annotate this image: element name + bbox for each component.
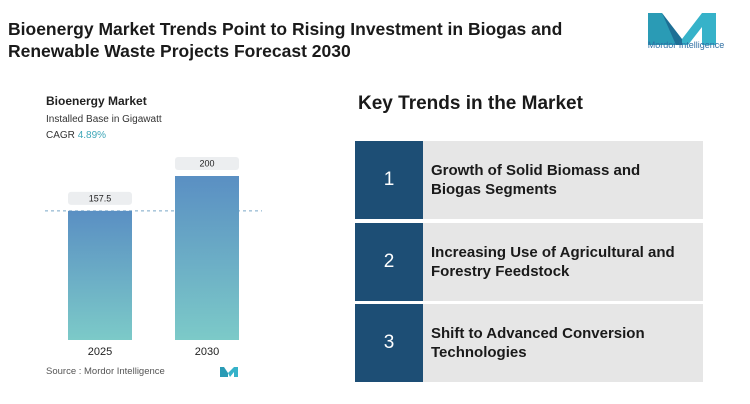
bar: [175, 176, 239, 340]
page-title: Bioenergy Market Trends Point to Rising …: [8, 19, 563, 61]
trend-row: 2 Increasing Use of Agricultural and Fore…: [355, 223, 703, 301]
trend-text: Increasing Use of Agricultural and Fores…: [423, 223, 703, 301]
trend-row: 3 Shift to Advanced Conversion Technologi…: [355, 304, 703, 382]
trend-row: 1 Growth of Solid Biomass and Biogas Segm…: [355, 141, 703, 219]
trend-number: 3: [355, 304, 423, 382]
trend-text: Growth of Solid Biomass and Biogas Segme…: [423, 141, 703, 219]
source-logo: [220, 367, 238, 377]
cagr-label: CAGR: [46, 130, 75, 141]
value-label: 157.5: [89, 193, 112, 203]
bar: [68, 210, 132, 340]
trends-title: Key Trends in the Market: [358, 93, 583, 114]
chart-subtitle: Installed Base in Gigawatt: [46, 114, 162, 125]
logo: [648, 13, 716, 45]
value-label-bg: [68, 191, 132, 205]
x-tick-label: 2025: [88, 346, 112, 358]
source: Source : Mordor Intelligence: [46, 366, 165, 377]
cagr-value: 4.89%: [78, 130, 106, 141]
chart-title: Bioenergy Market: [46, 94, 147, 108]
chart: Bioenergy Market Installed Base in Gigaw…: [45, 94, 262, 377]
value-label: 200: [199, 159, 214, 169]
value-label-bg: [175, 157, 239, 170]
cagr: CAGR 4.89%: [46, 130, 106, 141]
trend-text: Shift to Advanced Conversion Technologie…: [423, 304, 703, 382]
trend-number: 1: [355, 141, 423, 219]
x-tick-label: 2030: [195, 346, 219, 358]
trend-number: 2: [355, 223, 423, 301]
logo-text: Mordor Intelligence: [647, 40, 725, 50]
